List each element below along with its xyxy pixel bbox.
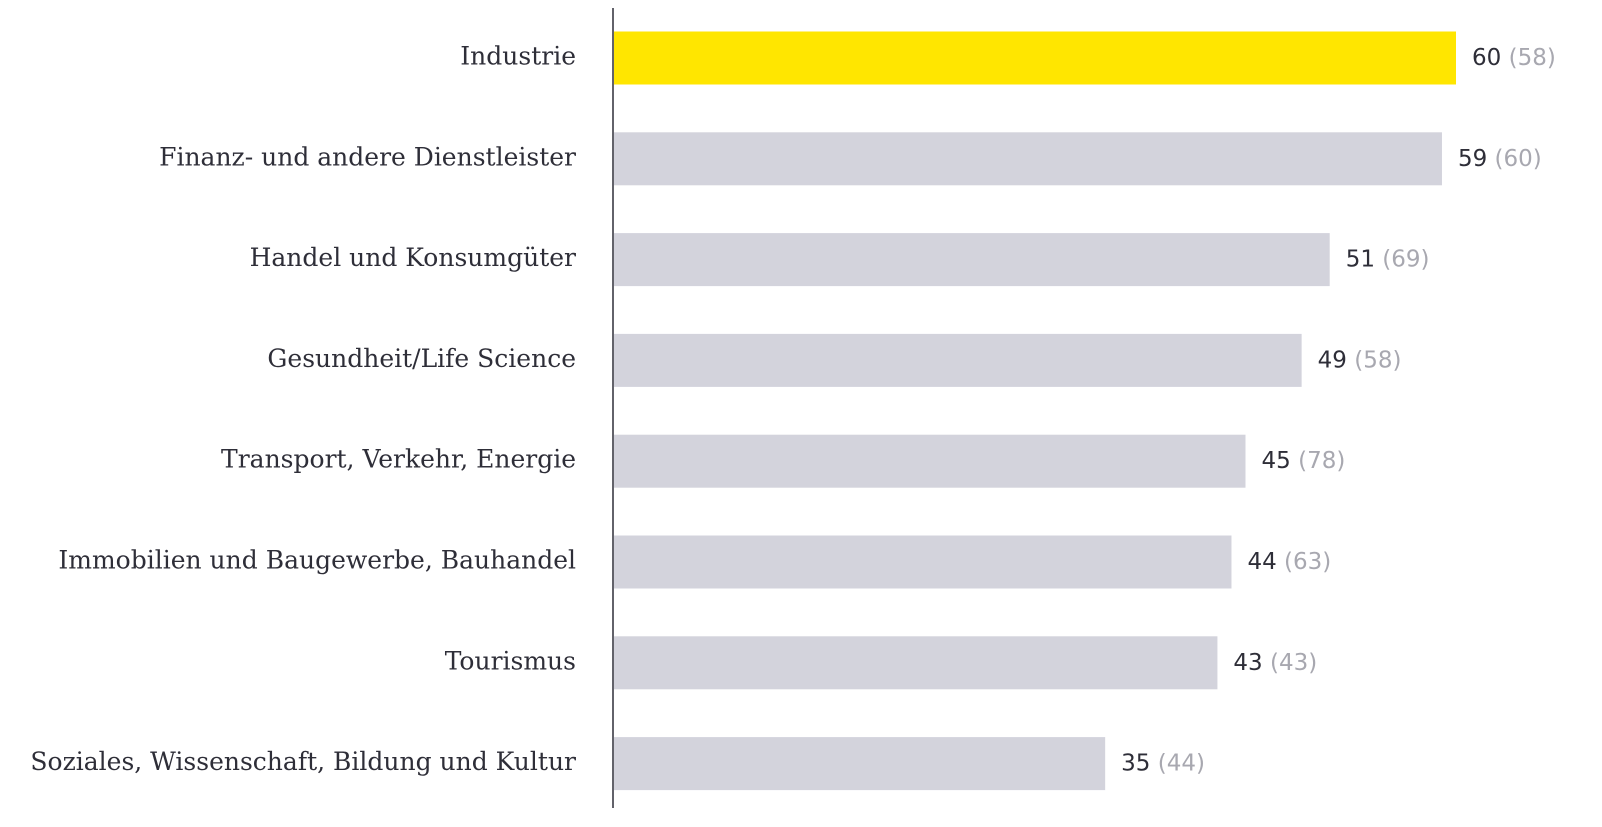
- value-label: 59 (60): [1458, 145, 1542, 171]
- prior-value: (63): [1284, 549, 1331, 575]
- bar: [614, 333, 1302, 387]
- value-label: 49 (58): [1318, 347, 1402, 373]
- value-label: 35 (44): [1121, 750, 1205, 776]
- value: 43: [1233, 649, 1262, 675]
- category-label: Tourismus: [445, 646, 576, 675]
- value-label: 45 (78): [1262, 448, 1346, 474]
- bar: [614, 535, 1232, 589]
- bar: [614, 233, 1330, 287]
- bar: [614, 132, 1442, 186]
- prior-value: (60): [1495, 145, 1542, 171]
- prior-value: (58): [1354, 347, 1401, 373]
- bar: [614, 737, 1106, 791]
- bar: [614, 636, 1218, 690]
- value-label: 51 (69): [1346, 246, 1430, 272]
- value: 60: [1472, 45, 1501, 71]
- category-label: Finanz- und andere Dienstleister: [159, 142, 576, 171]
- value: 44: [1247, 549, 1276, 575]
- bar: [614, 434, 1246, 488]
- value-label: 60 (58): [1472, 45, 1556, 71]
- value: 49: [1318, 347, 1347, 373]
- prior-value: (44): [1158, 750, 1205, 776]
- value-label: 44 (63): [1247, 549, 1331, 575]
- value-label: 43 (43): [1233, 649, 1317, 675]
- category-label: Industrie: [460, 42, 576, 71]
- category-label: Soziales, Wissenschaft, Bildung und Kult…: [30, 747, 576, 776]
- category-label: Gesundheit/Life Science: [267, 344, 576, 373]
- value: 35: [1121, 750, 1150, 776]
- prior-value: (69): [1382, 246, 1429, 272]
- prior-value: (43): [1270, 649, 1317, 675]
- value: 51: [1346, 246, 1375, 272]
- bar: [614, 31, 1456, 85]
- category-label: Immobilien und Baugewerbe, Bauhandel: [58, 546, 576, 575]
- prior-value: (58): [1509, 45, 1556, 71]
- category-label: Handel und Konsumgüter: [250, 243, 576, 272]
- prior-value: (78): [1298, 448, 1345, 474]
- category-label: Transport, Verkehr, Energie: [221, 445, 576, 474]
- value: 59: [1458, 145, 1487, 171]
- value: 45: [1262, 448, 1291, 474]
